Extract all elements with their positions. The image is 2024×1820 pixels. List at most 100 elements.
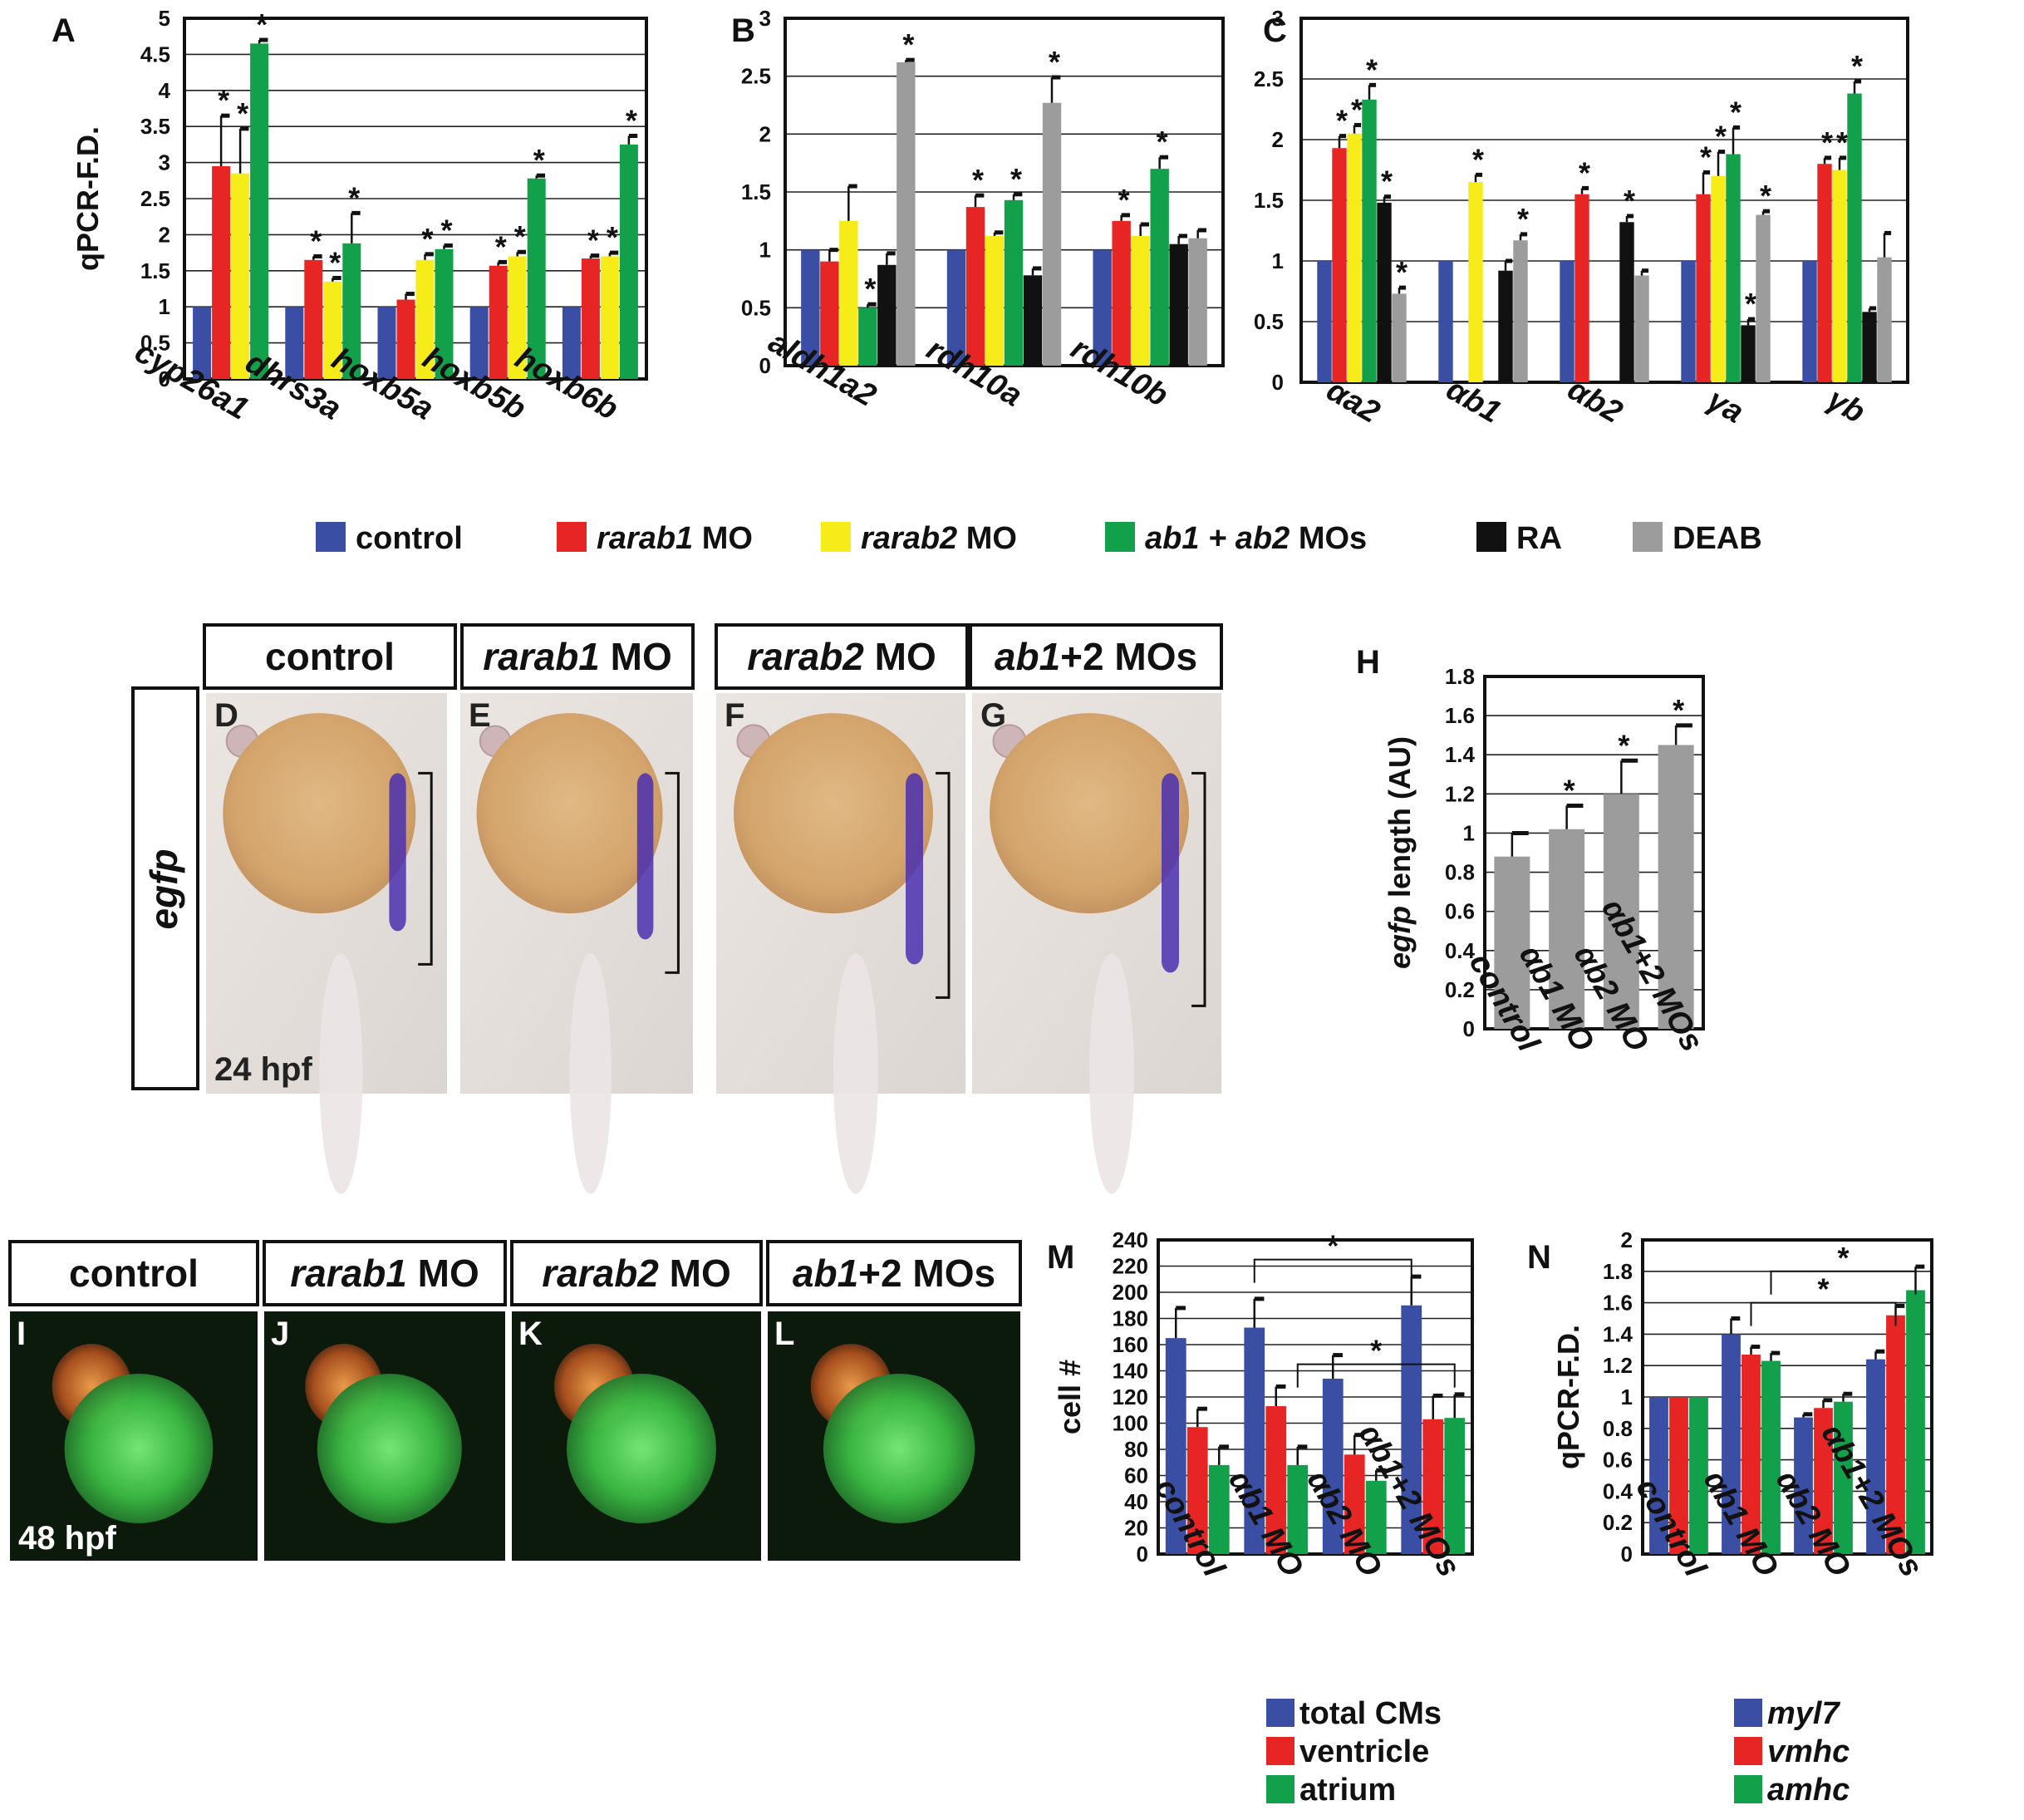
significance-star: *: [218, 83, 229, 117]
significance-star: *: [1700, 140, 1712, 174]
bar: [1619, 222, 1634, 382]
significance-bracket: [1253, 1258, 1412, 1283]
header-label: rarab1 MO: [483, 635, 672, 678]
y-tick-label: 0: [1137, 1542, 1148, 1567]
header-box: [715, 623, 969, 690]
significance-bracket: [1296, 1363, 1456, 1388]
bar: [1669, 1397, 1688, 1554]
main-legend: control rarab1 MO rarab2 MO ab1 + ab2 MOs RA…: [316, 521, 1762, 556]
bracket-star: *: [1370, 1334, 1382, 1368]
bar: [581, 258, 600, 379]
panel-letter-c: C: [1263, 12, 1287, 49]
significance-star: *: [1010, 162, 1022, 196]
bar: [323, 281, 342, 379]
egfp-stain: [389, 773, 406, 932]
chart-c: C00.511.522.53* ****αa2**αb1**αb2*****γa*…: [1254, 6, 1909, 430]
header-text: +2 MOs: [1060, 635, 1197, 678]
panel-i-l: control rarab1 MO rarab2 MO ab1+2 MOs I J K L4…: [8, 1240, 1022, 1561]
bar: [342, 243, 361, 379]
bar: [1814, 1408, 1833, 1554]
bar: [965, 207, 985, 366]
legend-swatch: [1734, 1775, 1762, 1803]
header-label: ab1+2 MOs: [995, 635, 1197, 678]
bar: [1877, 257, 1892, 382]
plot-frame: [183, 17, 648, 381]
header-italic: rarab1: [290, 1252, 407, 1295]
embryo-yolk: [476, 713, 663, 914]
y-axis-label: qPCR-F.D.: [1551, 1325, 1585, 1469]
bar: [1365, 1480, 1387, 1554]
y-tick-label: 0.2: [1603, 1510, 1633, 1535]
embryo-tail: [1089, 953, 1134, 1194]
bar: [1093, 249, 1112, 366]
y-tick-label: 0: [1621, 1542, 1633, 1567]
y-tick-label: 0.6: [1445, 899, 1475, 924]
legend-label-suffix: MOs: [1290, 521, 1367, 556]
bar: [1377, 202, 1392, 382]
panel-letter-n: N: [1527, 1239, 1551, 1276]
y-tick-label: 1.4: [1603, 1321, 1633, 1346]
bar: [193, 307, 212, 379]
heart-images: I J K L 48 hpf: [10, 1311, 1020, 1561]
significance-star: *: [495, 229, 507, 263]
plot-frame: [784, 17, 1225, 367]
y-axis-label-text: qPCR-F.D.: [71, 126, 105, 271]
bar: [285, 307, 304, 379]
bar: [304, 259, 323, 379]
y-tick-label: 2: [1272, 127, 1284, 152]
bar: [1832, 170, 1847, 382]
legend-swatch: [1266, 1699, 1294, 1727]
y-tick-label: 0: [1272, 370, 1284, 395]
bar: [1886, 1315, 1905, 1554]
embryo-tail: [833, 953, 878, 1194]
significance-star: *: [310, 224, 322, 258]
y-tick-label: 0.6: [1603, 1448, 1633, 1473]
legend-swatch: [557, 522, 587, 552]
y-tick-label: 120: [1113, 1385, 1148, 1409]
bar: [1422, 1419, 1444, 1554]
header-box: [510, 1240, 763, 1306]
bar: [1347, 133, 1362, 382]
significance-star: *: [256, 7, 268, 42]
bar: [1165, 1338, 1186, 1554]
y-tick-label: 1.2: [1445, 781, 1475, 806]
bar: [897, 61, 916, 366]
bar: [1468, 182, 1483, 382]
y-tick-label: 0: [1463, 1016, 1475, 1041]
y-tick-label: 40: [1124, 1489, 1148, 1514]
bar: [469, 307, 489, 379]
bar: [1498, 270, 1513, 382]
expression-bracket: [936, 771, 951, 999]
header-box: [766, 1240, 1022, 1306]
legend-label-text: control: [356, 521, 463, 556]
panel-letter-m: M: [1047, 1239, 1074, 1276]
bar: [1131, 235, 1150, 366]
significance-star: *: [421, 222, 433, 256]
bar: [1906, 1290, 1925, 1554]
header-label: control: [265, 635, 395, 678]
significance-star: *: [864, 272, 876, 306]
significance-star: *: [1760, 179, 1771, 213]
y-tick-label: 1.8: [1445, 664, 1475, 689]
embryo-tail: [569, 953, 612, 1194]
y-tick-label: 3.5: [140, 114, 170, 139]
significance-star: *: [1157, 125, 1168, 159]
embryo-tail: [319, 953, 363, 1194]
header-italic: rarab2: [747, 635, 864, 678]
y-tick-label: 20: [1124, 1516, 1148, 1541]
image-letter: I: [17, 1316, 26, 1352]
egfp-stain: [1162, 773, 1179, 973]
y-axis-label: cell #: [1053, 1360, 1087, 1434]
header-italic: ab1: [995, 635, 1060, 678]
header-box: [8, 1240, 259, 1306]
legend-label: atrium: [1299, 1773, 1396, 1808]
legend-label-text: DEAB: [1673, 521, 1762, 556]
bar: [489, 265, 508, 379]
significance-star: *: [587, 224, 599, 258]
bar: [858, 307, 877, 366]
bar: [1847, 93, 1862, 383]
bar: [1726, 154, 1741, 382]
expression-bracket: [1191, 771, 1206, 1007]
bar: [1444, 1418, 1466, 1554]
